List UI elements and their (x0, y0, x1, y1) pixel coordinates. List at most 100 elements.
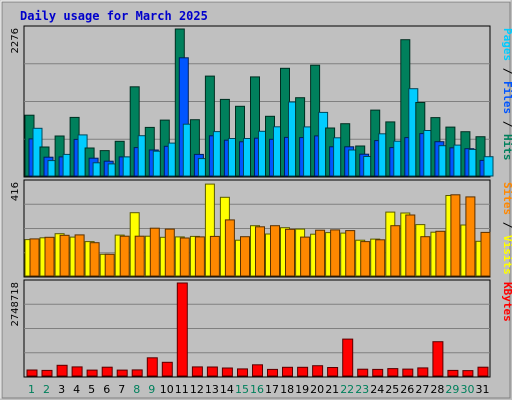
legend-part-0: KBytes (501, 282, 512, 322)
bar-sites-day-4 (74, 234, 85, 277)
chart-panels: 2276 Pages / Files / Hits 416 Sites / Visit… (10, 25, 512, 378)
day-label-21: 21 (325, 383, 339, 396)
day-label-7: 7 (118, 383, 125, 396)
bar-sites-day-23 (360, 241, 371, 277)
legend-part-4: Hits (501, 134, 512, 161)
legend-part-3: / (501, 114, 512, 134)
legend-part-0: Sites (501, 182, 512, 215)
bar-sites-day-25 (390, 225, 401, 277)
day-label-28: 28 (430, 383, 444, 396)
bar-sites-day-31 (480, 231, 491, 277)
bar-sites-day-30 (465, 196, 476, 277)
bar-kbytes-day-22 (342, 338, 354, 377)
chart-title: Daily usage for March 2025 (20, 9, 208, 23)
legend-text: Sites / Visits (501, 182, 512, 275)
day-label-8: 8 (133, 383, 140, 396)
day-label-27: 27 (415, 383, 429, 396)
bar-kbytes-day-11 (176, 282, 188, 377)
day-label-13: 13 (205, 383, 219, 396)
day-label-20: 20 (310, 383, 324, 396)
day-label-12: 12 (190, 383, 204, 396)
bar-kbytes-day-5 (86, 369, 98, 377)
day-label-11: 11 (175, 383, 189, 396)
visits-panel: 416 Sites / Visits (10, 179, 512, 278)
day-label-5: 5 (88, 383, 95, 396)
day-label-30: 30 (461, 383, 475, 396)
bar-sites-day-9 (149, 227, 160, 277)
day-label-2: 2 (43, 383, 50, 396)
bar-kbytes-day-24 (372, 368, 384, 377)
bar-sites-day-22 (345, 230, 356, 277)
legend-part-2: Visits (501, 235, 512, 275)
bar-kbytes-day-30 (462, 370, 474, 377)
bar-sites-day-3 (59, 234, 70, 277)
bar-kbytes-day-17 (267, 368, 278, 377)
bar-sites-day-1 (29, 238, 40, 277)
bar-sites-day-10 (164, 228, 175, 277)
bar-kbytes-day-9 (146, 357, 158, 377)
bar-kbytes-day-26 (402, 368, 414, 377)
bar-kbytes-day-2 (41, 369, 53, 377)
day-label-14: 14 (220, 383, 234, 396)
bar-sites-day-12 (194, 236, 205, 277)
legend-part-1: / (501, 61, 512, 81)
day-labels: 1 2 3 4 5 6 7 8 9 10 11 12 13 14 15 16 17 18 19 20 21 22 23 24 2… (28, 383, 490, 396)
bar-sites-day-17 (270, 225, 280, 277)
bar-kbytes-day-23 (357, 368, 369, 377)
bar-sites-day-18 (285, 228, 295, 277)
day-label-24: 24 (370, 383, 384, 396)
bar-kbytes-day-8 (131, 369, 143, 377)
bar-kbytes-day-20 (312, 365, 324, 377)
bar-sites-day-28 (435, 230, 446, 277)
bar-kbytes-day-6 (101, 366, 113, 377)
bar-kbytes-day-15 (237, 368, 248, 377)
day-label-16: 16 (250, 383, 264, 396)
day-label-23: 23 (355, 383, 369, 396)
bar-kbytes-day-28 (432, 341, 444, 377)
day-label-18: 18 (280, 383, 294, 396)
bar-kbytes-day-18 (282, 366, 293, 377)
bar-sites-day-21 (330, 229, 341, 277)
bar-sites-day-29 (450, 194, 461, 277)
day-label-3: 3 (58, 383, 65, 396)
bar-sites-day-7 (119, 235, 130, 277)
bar-sites-day-11 (179, 237, 190, 277)
bar-sites-day-24 (375, 239, 386, 277)
bar-sites-day-8 (134, 235, 145, 277)
bar-sites-day-19 (300, 236, 311, 277)
day-label-9: 9 (148, 383, 155, 396)
bar-sites-day-13 (209, 235, 220, 277)
day-label-6: 6 (103, 383, 110, 396)
day-label-29: 29 (445, 383, 459, 396)
legend-text: KBytes (501, 282, 512, 322)
legend-part-2: Files (501, 81, 512, 114)
day-label-19: 19 (295, 383, 309, 396)
day-label-1: 1 (28, 383, 35, 396)
bar-kbytes-day-3 (56, 364, 68, 377)
bar-sites-day-2 (44, 236, 55, 277)
legend-part-1: / (501, 215, 512, 235)
bar-sites-day-20 (315, 229, 326, 277)
day-label-22: 22 (340, 383, 354, 396)
bar-sites-day-6 (104, 253, 115, 277)
day-label-15: 15 (235, 383, 249, 396)
bar-kbytes-day-13 (206, 366, 218, 377)
bar-kbytes-day-7 (116, 369, 128, 377)
day-label-26: 26 (400, 383, 414, 396)
bar-kbytes-day-4 (71, 366, 83, 377)
legend-part-0: Pages (501, 28, 512, 61)
bar-sites-day-5 (89, 242, 100, 277)
day-label-17: 17 (265, 383, 279, 396)
bar-sites-day-14 (224, 219, 235, 277)
hits-panel: 2276 Pages / Files / Hits (10, 25, 512, 178)
day-label-31: 31 (476, 383, 490, 396)
bar-kbytes-day-31 (477, 366, 489, 377)
bar-kbytes-day-27 (417, 367, 429, 377)
bar-kbytes-day-12 (191, 366, 203, 377)
bar-kbytes-day-21 (327, 367, 339, 377)
y-max-label: 2276 (10, 28, 21, 53)
bar-kbytes-day-1 (26, 369, 38, 377)
bar-kbytes-day-16 (252, 364, 263, 377)
